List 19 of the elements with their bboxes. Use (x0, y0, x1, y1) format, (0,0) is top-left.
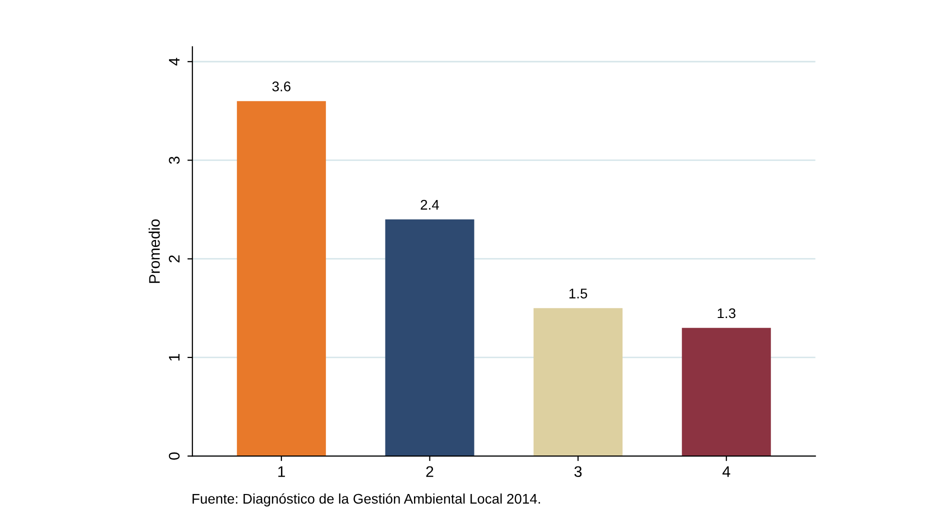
y-tick-label: 2 (168, 255, 180, 262)
x-tick-label: 2 (426, 466, 434, 477)
data-label: 1.5 (569, 288, 588, 298)
bar (236, 101, 326, 456)
bar (682, 328, 771, 456)
data-label: 1.3 (718, 308, 736, 318)
data-label: 2.4 (420, 200, 439, 210)
y-tick-label: 4 (169, 58, 180, 66)
data-label: 3.6 (272, 82, 290, 92)
x-tick-label: 1 (278, 466, 285, 477)
x-tick-label: 3 (574, 466, 582, 478)
y-tick-label: 1 (169, 354, 180, 361)
bar (385, 219, 474, 456)
y-tick-label: 0 (168, 452, 180, 460)
source-note: Fuente: Diagnóstico de la Gestión Ambiental Local 2014. (192, 493, 540, 506)
y-tick-label: 3 (168, 156, 180, 164)
x-tick-label: 4 (722, 466, 730, 477)
bar (534, 308, 623, 456)
y-axis-title: Promedio (148, 219, 160, 283)
